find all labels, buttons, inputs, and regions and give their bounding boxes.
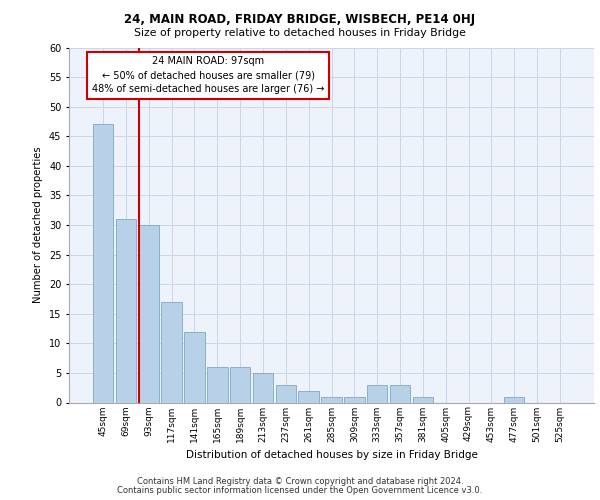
Bar: [139, 225, 159, 402]
Text: Contains public sector information licensed under the Open Government Licence v3: Contains public sector information licen…: [118, 486, 482, 495]
Bar: [184, 332, 205, 402]
Bar: [230, 367, 250, 402]
Bar: [253, 373, 273, 402]
Bar: [93, 124, 113, 402]
Y-axis label: Number of detached properties: Number of detached properties: [34, 146, 43, 304]
Bar: [275, 385, 296, 402]
Text: 24, MAIN ROAD, FRIDAY BRIDGE, WISBECH, PE14 0HJ: 24, MAIN ROAD, FRIDAY BRIDGE, WISBECH, P…: [124, 12, 476, 26]
Bar: [116, 219, 136, 402]
Bar: [413, 396, 433, 402]
X-axis label: Distribution of detached houses by size in Friday Bridge: Distribution of detached houses by size …: [185, 450, 478, 460]
Bar: [321, 396, 342, 402]
Text: 24 MAIN ROAD: 97sqm
← 50% of detached houses are smaller (79)
48% of semi-detach: 24 MAIN ROAD: 97sqm ← 50% of detached ho…: [92, 56, 325, 94]
Bar: [344, 396, 365, 402]
Text: Contains HM Land Registry data © Crown copyright and database right 2024.: Contains HM Land Registry data © Crown c…: [137, 477, 463, 486]
Bar: [390, 385, 410, 402]
Bar: [207, 367, 227, 402]
Bar: [298, 390, 319, 402]
Bar: [161, 302, 182, 402]
Bar: [367, 385, 388, 402]
Text: Size of property relative to detached houses in Friday Bridge: Size of property relative to detached ho…: [134, 28, 466, 38]
Bar: [504, 396, 524, 402]
